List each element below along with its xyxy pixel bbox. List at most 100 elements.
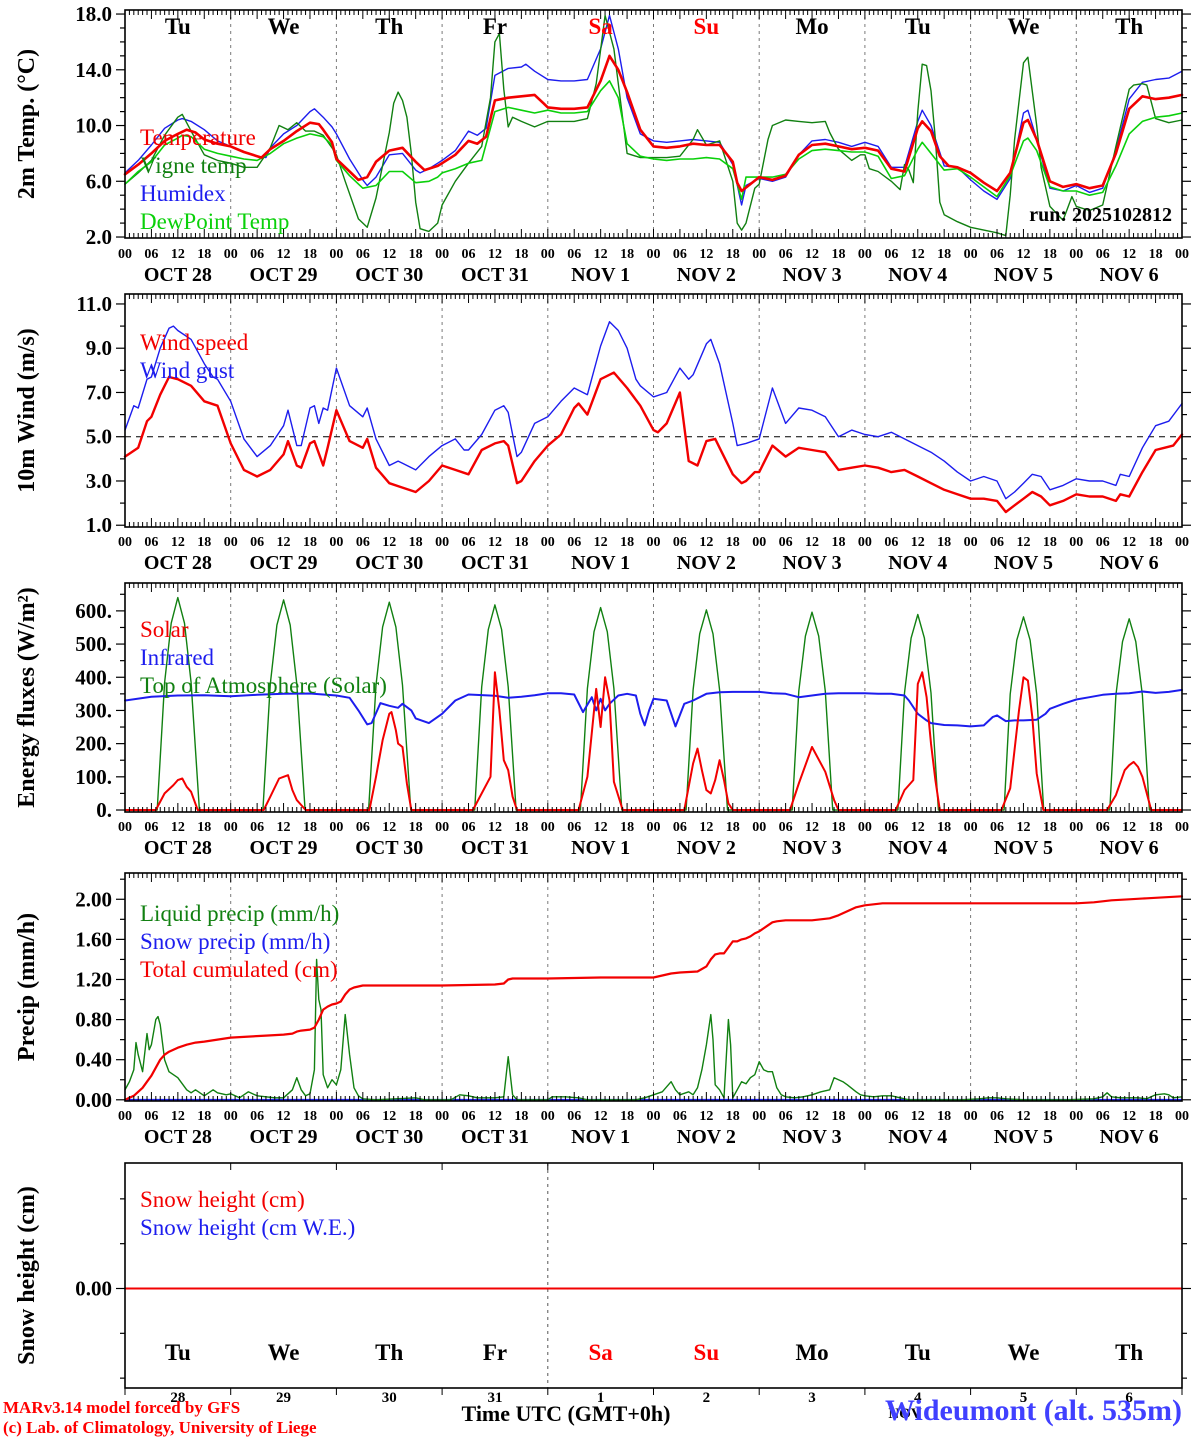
hour-label: 06: [144, 1109, 158, 1124]
series-humidex: [124, 14, 1183, 206]
hour-label: 06: [462, 1109, 476, 1124]
hour-label: 00: [329, 535, 343, 550]
hour-label: 06: [1096, 820, 1110, 835]
y-tick-label: 1.20: [75, 967, 112, 991]
day-name-label: Sa: [589, 1340, 614, 1365]
legend-energy-fluxes-1: Infrared: [140, 645, 215, 670]
hour-label: 00: [752, 535, 766, 550]
panel-temperature: 2.0 6.0 10.0 14.0 18.0 2m Temp. (°C) 00 06 12 18 0…: [14, 2, 1191, 286]
hour-label: 18: [303, 1109, 317, 1124]
hour-label: 00: [224, 820, 238, 835]
hour-label: 00: [964, 247, 978, 262]
hour-label: 12: [277, 247, 291, 262]
hour-label: 06: [462, 247, 476, 262]
day-name-label: We: [1007, 14, 1039, 39]
hour-label: 06: [144, 247, 158, 262]
hour-label: 06: [990, 535, 1004, 550]
hour-label: 00: [435, 820, 449, 835]
y-tick-label: 10.0: [75, 114, 112, 138]
y-tick-label: 9.0: [86, 336, 112, 360]
date-label: 31: [487, 1390, 502, 1406]
y-tick-label: 1.0: [86, 513, 112, 537]
hour-label: 12: [805, 1109, 819, 1124]
hour-label: 00: [329, 247, 343, 262]
date-label: OCT 28: [144, 837, 212, 859]
hour-label: 18: [937, 247, 951, 262]
hour-label: 00: [435, 535, 449, 550]
hour-label: 12: [911, 247, 925, 262]
y-tick-label: 18.0: [75, 2, 112, 26]
day-name-label: We: [268, 1340, 300, 1365]
date-label: 28: [170, 1390, 185, 1406]
hour-label: 18: [409, 535, 423, 550]
hour-label: 18: [937, 820, 951, 835]
y-tick-label: 200.: [75, 732, 112, 756]
hour-label: 00: [541, 820, 555, 835]
hour-label: 18: [726, 820, 740, 835]
hour-label: 06: [884, 820, 898, 835]
hour-label: 06: [1096, 535, 1110, 550]
day-name-label: Fr: [483, 14, 507, 39]
date-label: 6: [1125, 1390, 1133, 1406]
date-label: 30: [382, 1390, 397, 1406]
hour-label: 06: [779, 1109, 793, 1124]
date-label: OCT 31: [461, 837, 529, 859]
y-tick-label: 500.: [75, 632, 112, 656]
hour-label: 00: [118, 247, 132, 262]
hour-label: 00: [1175, 247, 1189, 262]
hour-label: 12: [1122, 820, 1136, 835]
date-label: NOV 6: [1100, 1126, 1159, 1148]
hour-label: 18: [831, 535, 845, 550]
hour-label: 00: [224, 247, 238, 262]
hour-label: 12: [594, 1109, 608, 1124]
hour-label: 18: [726, 1109, 740, 1124]
date-label: OCT 31: [461, 1126, 529, 1148]
hour-label: 06: [567, 820, 581, 835]
hour-label: 00: [858, 820, 872, 835]
hour-label: 12: [911, 820, 925, 835]
y-tick-label: 3.0: [86, 469, 112, 493]
hour-label: 12: [488, 820, 502, 835]
run-label: run: 2025102812: [1029, 204, 1172, 226]
hour-label: 06: [567, 247, 581, 262]
date-label: NOV 4: [888, 264, 947, 286]
y-tick-label: 14.0: [75, 58, 112, 82]
legend-wind-0: Wind speed: [140, 330, 249, 355]
hour-label: 18: [831, 1109, 845, 1124]
hour-label: 18: [620, 820, 634, 835]
y-tick-label: 0.: [96, 798, 112, 822]
hour-label: 12: [382, 247, 396, 262]
hour-label: 12: [699, 535, 713, 550]
date-label: NOV 1: [571, 552, 630, 574]
date-label: OCT 31: [461, 264, 529, 286]
hour-label: 00: [541, 1109, 555, 1124]
hour-label: 12: [805, 820, 819, 835]
hour-label: 06: [250, 820, 264, 835]
y-axis-label: 2m Temp. (°C): [14, 49, 40, 199]
hour-label: 00: [858, 1109, 872, 1124]
y-tick-label: 2.00: [75, 887, 112, 911]
day-name-label: Th: [1115, 1340, 1143, 1365]
legend-wind-1: Wind gust: [140, 358, 235, 383]
hour-label: 12: [277, 820, 291, 835]
hour-label: 06: [567, 1109, 581, 1124]
y-tick-label: 0.00: [75, 1088, 112, 1112]
series-wind-gust: [124, 321, 1183, 500]
hour-label: 06: [356, 535, 370, 550]
y-axis-label: Energy fluxes (W/m²): [14, 587, 40, 808]
hour-label: 06: [779, 247, 793, 262]
date-label: NOV 4: [888, 552, 947, 574]
hour-label: 06: [884, 1109, 898, 1124]
hour-label: 00: [858, 247, 872, 262]
hour-label: 12: [1016, 247, 1030, 262]
hour-label: 06: [990, 247, 1004, 262]
hour-label: 12: [699, 1109, 713, 1124]
hour-label: 18: [197, 247, 211, 262]
day-name-label: Tu: [905, 1340, 931, 1365]
date-label: OCT 31: [461, 552, 529, 574]
hour-label: 06: [250, 247, 264, 262]
hour-label: 06: [673, 1109, 687, 1124]
day-name-label: Su: [694, 14, 720, 39]
day-name-label: Su: [694, 1340, 720, 1365]
hour-label: 06: [250, 535, 264, 550]
